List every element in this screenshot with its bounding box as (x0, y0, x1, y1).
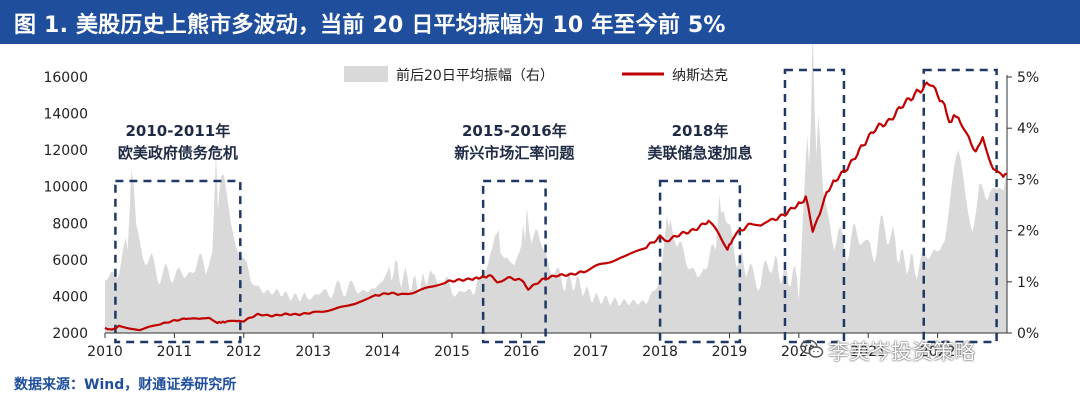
y-right-tick-label: 2% (1017, 224, 1039, 240)
y-left-tick-label: 2000 (52, 326, 88, 342)
legend-area-swatch (344, 66, 388, 82)
x-tick-label: 2011 (157, 344, 193, 360)
x-tick-label: 2010 (87, 344, 123, 360)
nasdaq-line (104, 81, 1008, 332)
annotation-box (922, 68, 998, 344)
y-right-tick-label: 3% (1017, 172, 1039, 188)
x-tick-label: 2014 (365, 344, 401, 360)
x-tick-label: 2012 (226, 344, 262, 360)
y-right-tick-label: 5% (1017, 70, 1039, 86)
annotation-label: 欧美政府债务危机 (118, 144, 238, 162)
annotation-label: 2010-2011年 (125, 122, 230, 140)
y-left-tick-label: 16000 (43, 70, 88, 86)
chart: 2000 4000 6000 8000 10000 12000 14000 16000 0% 1%… (43, 44, 1039, 360)
y-left-tick-label: 10000 (43, 180, 88, 196)
source-note: 数据来源：Wind，财通证券研究所 (14, 377, 237, 393)
wechat-icon (800, 339, 824, 358)
x-tick-label: 2019 (712, 344, 748, 360)
annotation-box (783, 68, 846, 344)
annotation-label: 2018年 (672, 122, 729, 140)
legend-line-label: 纳斯达克 (672, 68, 728, 84)
amplitude-area (105, 44, 1007, 333)
annotation-box (658, 179, 742, 344)
y-right-tick-label: 0% (1017, 326, 1039, 342)
annotation-label: 美联储急速加息 (647, 144, 752, 162)
y-left-tick-label: 6000 (52, 253, 88, 269)
x-tick-label: 2022 (920, 344, 956, 360)
x-tick-label: 2020 (781, 344, 817, 360)
y-left-tick-label: 4000 (52, 289, 88, 305)
x-tick-label: 2013 (295, 344, 331, 360)
annotation-label: 新兴市场汇率问题 (454, 144, 575, 162)
annotation-label: 2015-2016年 (462, 122, 567, 140)
y-right-tick-label: 1% (1017, 275, 1039, 291)
title-bar: 图 1. 美股历史上熊市多波动，当前 20 日平均振幅为 10 年至今前 5% (0, 0, 1080, 44)
legend-area-label: 前后20日平均振幅（右） (396, 67, 554, 84)
figure-title: 图 1. 美股历史上熊市多波动，当前 20 日平均振幅为 10 年至今前 5% (14, 13, 726, 38)
y-left-tick-label: 8000 (52, 216, 88, 232)
x-tick-label: 2021 (850, 344, 886, 360)
y-left-tick-label: 12000 (43, 143, 88, 159)
x-tick-label: 2017 (573, 344, 609, 360)
x-tick-label: 2015 (434, 344, 470, 360)
annotation-box (114, 179, 242, 344)
annotation-box (481, 179, 547, 344)
watermark-text: 李美岑投资策略 (828, 340, 975, 364)
y-left-tick-label: 14000 (43, 107, 88, 123)
x-tick-label: 2016 (503, 344, 539, 360)
y-right-tick-label: 4% (1017, 121, 1039, 137)
x-tick-label: 2018 (642, 344, 678, 360)
